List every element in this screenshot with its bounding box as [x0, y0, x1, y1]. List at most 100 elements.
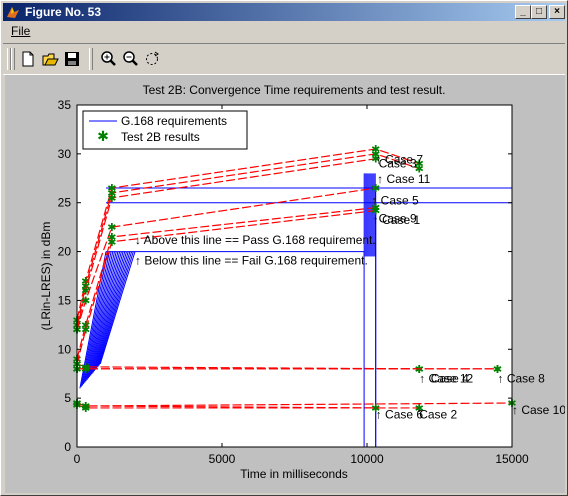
zoom-out-icon[interactable]	[121, 50, 139, 68]
y-tick-label: 10	[58, 342, 72, 356]
annotation-label: ↑ Case 10	[512, 403, 565, 417]
legend-label-requirements: G.168 requirements	[121, 114, 227, 128]
y-tick-label: 25	[58, 196, 72, 210]
legend: G.168 requirements ✱ Test 2B results	[82, 110, 248, 150]
requirement-ramp-line	[96, 251, 131, 369]
annotation-label: ↑ Case 6	[376, 408, 424, 422]
result-marker: ✱	[81, 320, 90, 332]
requirement-ramp-line	[85, 251, 116, 382]
result-line-case-11	[76, 158, 376, 330]
y-tick-label: 15	[58, 293, 72, 307]
result-marker: ✱	[81, 364, 90, 376]
requirement-ramp-line	[97, 251, 133, 367]
y-axis-label: (LRin-LRES) in dBm	[39, 222, 53, 331]
result-marker: ✱	[81, 295, 90, 307]
result-marker: ✱	[81, 401, 90, 413]
result-marker: ✱	[371, 203, 380, 215]
result-marker: ✱	[107, 193, 116, 205]
menu-file[interactable]: File	[11, 24, 31, 38]
result-marker: ✱	[81, 286, 90, 298]
result-marker: ✱	[415, 159, 424, 171]
toolbar	[3, 43, 565, 75]
result-marker: ✱	[107, 188, 116, 200]
result-marker: ✱	[493, 364, 502, 376]
annotation-label: ↑ Below this line == Fail G.168 requirem…	[135, 253, 368, 267]
result-marker: ✱	[415, 364, 424, 376]
figure-area: ✱ ✱ ✱ ✱ ✱ ✱ ✱ ✱ ✱ ✱ ✱ ✱ ✱ ✱ ✱ ✱ ✱ ✱ ✱ ✱ ✱ ✱ ✱ ✱ ✱ ✱ ✱ ✱ ✱ ✱ ✱ ✱ ✱ ✱ ✱ ✱ ✱ ✱ ✱ ✱…	[5, 75, 566, 493]
result-marker: ✱	[81, 281, 90, 293]
x-tick-label: 0	[74, 452, 81, 466]
result-marker: ✱	[107, 232, 116, 244]
annotation-label: Case 4	[431, 372, 469, 386]
plot-area	[77, 105, 512, 447]
matlab-logo-icon	[7, 7, 19, 18]
result-line-case-9	[76, 209, 376, 365]
y-tick-label: 0	[64, 440, 71, 454]
result-marker: ✱	[107, 222, 116, 234]
result-marker: ✱	[81, 276, 90, 288]
result-marker: ✱	[81, 401, 90, 413]
result-marker: ✱	[415, 164, 424, 176]
result-marker: ✱	[107, 237, 116, 249]
requirement-ramp-line	[86, 251, 117, 380]
toolbar-grip[interactable]	[11, 48, 15, 70]
annotation-label: ↑ Case 1	[373, 213, 421, 227]
result-marker: ✱	[415, 364, 424, 376]
y-tick-label: 20	[58, 245, 72, 259]
requirement-ramp-line	[82, 251, 112, 385]
y-tick-label: 30	[58, 147, 72, 161]
zoom-in-icon[interactable]	[99, 50, 117, 68]
requirement-ramp-line	[80, 251, 109, 388]
chart-title: Test 2B: Convergence Time requirements a…	[143, 83, 446, 97]
result-marker: ✱	[371, 149, 380, 161]
result-line-case-1	[76, 207, 376, 360]
new-figure-icon[interactable]	[19, 50, 37, 68]
result-marker: ✱	[415, 403, 424, 415]
window-title: Figure No. 53	[25, 5, 102, 19]
annotation-label: ↓ Above this line == Pass G.168 requirem…	[135, 233, 376, 247]
requirement-ramp-line	[99, 251, 136, 365]
toolbar-grip[interactable]	[7, 48, 11, 70]
annotation-label: ↑ Case 12	[419, 372, 473, 386]
result-marker: ✱	[371, 154, 380, 166]
menu-bar: File	[3, 22, 565, 40]
annotation-label: Case 3	[379, 157, 417, 171]
annotation-label: Case 2	[419, 408, 457, 422]
annotation-label: ↑ Case 11	[377, 172, 430, 186]
requirement-ramp-line	[84, 251, 114, 383]
save-icon[interactable]	[63, 50, 81, 68]
requirement-ramp-line	[98, 251, 134, 366]
result-line-case-2	[76, 404, 420, 409]
result-marker: ✱	[371, 206, 380, 218]
result-marker: ✱	[81, 325, 90, 337]
result-line-case-3	[76, 153, 420, 325]
maximize-button[interactable]: □	[531, 5, 547, 19]
result-marker: ✱	[371, 183, 380, 195]
title-bar[interactable]: Figure No. 53 _ □ ×	[3, 3, 565, 21]
close-button[interactable]: ×	[549, 5, 565, 19]
result-marker: ✱	[81, 364, 90, 376]
requirement-ramp-line	[90, 251, 122, 376]
annotation-label: ↑ Case 8	[498, 372, 546, 386]
result-line-case-12	[76, 363, 498, 370]
x-tick-label: 5000	[209, 452, 236, 466]
annotation-label: Case 9	[379, 211, 417, 225]
y-tick-label: 35	[58, 98, 72, 112]
chart: ✱✱✱✱✱✱✱✱✱✱✱✱✱✱✱✱✱✱✱✱✱✱✱✱✱✱✱ ✱ ✱ ✱✱ ✱ ✱✱ ✱ ✱✱ ✱ ✱✱…	[39, 83, 566, 481]
x-tick-label: 15000	[495, 452, 529, 466]
requirement-ramp-line	[94, 251, 129, 370]
axes-frame	[76, 104, 513, 448]
y-tick-label: 5	[64, 391, 71, 405]
x-tick-label: 10000	[350, 452, 384, 466]
annotation-label: ↑ Case 7	[376, 153, 424, 167]
result-marker: ✱	[493, 364, 502, 376]
minimize-button[interactable]: _	[515, 5, 531, 19]
result-marker: ✱	[81, 362, 90, 374]
requirement-ramp-line	[92, 251, 126, 373]
requirement-ramp-line	[88, 251, 121, 377]
rotate-icon[interactable]	[143, 50, 161, 68]
result-line-case-5	[76, 187, 376, 330]
open-file-icon[interactable]	[41, 50, 59, 68]
requirement-ramp-line	[87, 251, 119, 379]
